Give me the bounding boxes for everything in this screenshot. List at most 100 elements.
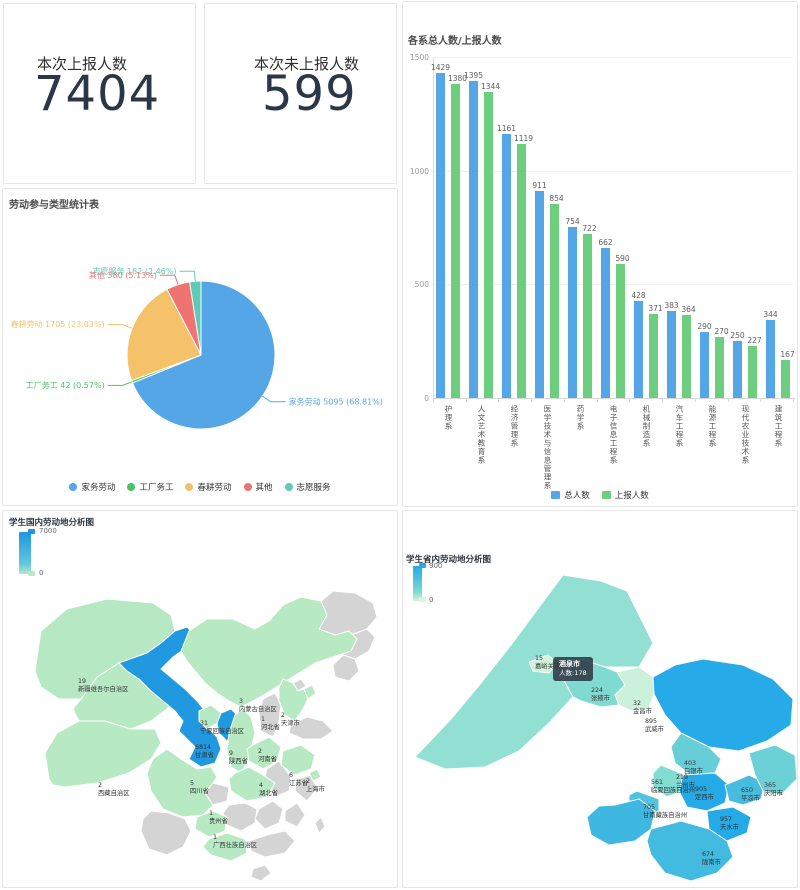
map-region-平凉市[interactable] [724,774,766,806]
gridline [433,170,793,172]
map-region-nodata[interactable] [254,800,284,830]
bar-total-建筑工程系[interactable] [766,319,775,398]
map-region-nodata[interactable] [288,716,334,740]
bar-value-label: 1395 [463,70,484,80]
pie-chart-panel: 劳动参与类型统计表 家务劳动 5095 (68.81%) 工厂务工 42 (0.5… [2,188,398,506]
map-region-nodata[interactable] [248,830,296,858]
legend-marker [601,491,611,499]
legend-item-其他[interactable]: 其他 [243,481,273,493]
x-axis-tick [433,398,434,402]
x-axis-category-label: 能源工程系 [708,405,717,448]
pie-slice-春耕劳动[interactable] [126,288,202,382]
bar-reported-汽车工程系[interactable] [682,315,691,398]
pie-label-line [107,381,133,386]
x-axis-category-label: 汽车工程系 [675,405,684,448]
map-region-nodata[interactable] [318,590,378,636]
x-axis-tick [465,398,467,402]
map-region-天津市[interactable] [303,684,317,700]
bar-reported-经济管理系[interactable] [517,143,526,398]
map-region-nodata[interactable] [332,654,360,682]
x-axis-category-label: 护理系 [444,405,453,431]
map-region-贵州省[interactable] [194,810,228,838]
bar-total-现代农业技术系[interactable] [733,341,742,398]
map-region-陇南市[interactable] [646,820,734,882]
map-region-广西壮族自治区[interactable] [202,832,248,862]
bar-reported-人文艺术教育系[interactable] [484,92,493,398]
map-region-河南省[interactable] [246,736,282,770]
map-region-上海市[interactable] [308,768,322,782]
visual-map-handle-max[interactable] [28,529,35,534]
bar-reported-现代农业技术系[interactable] [748,346,757,398]
bar-total-电子信息工程系[interactable] [601,247,610,398]
bar-reported-能源工程系[interactable] [715,336,724,398]
bar-total-药学系[interactable] [568,226,577,398]
pie-slice-家务劳动[interactable] [131,280,276,430]
gansu-map-panel: 学生省内劳动地分析图 900 0 15 嘉峪关市 224 张掖市 32 金昌市 895 武威市… [402,510,798,888]
bar-total-能源工程系[interactable] [700,332,709,398]
legend-label: 总人数 [564,491,590,501]
bar-total-医学技术与信息管理系[interactable] [535,190,544,398]
legend-item-志愿服务[interactable]: 志愿服务 [284,481,331,493]
legend-item-春耕劳动[interactable]: 春耕劳动 [185,481,232,493]
map-region-name-label: 白银市 [684,766,703,775]
legend-item-上报人数[interactable]: 上报人数 [601,489,649,501]
stat-card-unreported: 本次未上报人数 599 [204,3,397,184]
bar-reported-护理系[interactable] [451,84,460,398]
visual-map-handle-min[interactable] [28,571,35,576]
map-region-金昌市[interactable] [614,666,655,712]
map-region-定西市[interactable] [678,772,730,812]
map-region-value-label: 6814 [195,744,211,751]
map-region-value-label: 365 [764,782,776,789]
map-region-nodata[interactable] [222,802,258,832]
bar-total-汽车工程系[interactable] [667,310,676,398]
bar-total-人文艺术教育系[interactable] [469,80,478,398]
pie-slice-志愿服务[interactable] [189,280,202,356]
map-region-name-label: 内蒙古自治区 [239,704,277,713]
legend-item-工厂务工[interactable]: 工厂务工 [127,481,173,493]
bar-value-label: 227 [747,336,762,346]
bar-value-label: 590 [615,253,630,263]
map-region-庆阳市[interactable] [748,744,797,796]
bar-value-label: 1380 [447,74,468,84]
bar-value-label: 383 [664,300,679,310]
map-region-湖北省[interactable] [228,766,276,802]
bar-reported-药学系[interactable] [583,233,592,398]
map-region-nodata[interactable] [140,810,192,856]
map-region-甘南藏族自治州[interactable] [586,798,656,846]
map-region-value-label: 3 [239,698,243,705]
map-region-河北省[interactable] [278,678,309,722]
map-region-nodata[interactable] [314,816,326,834]
map-region-江苏省[interactable] [280,744,316,776]
gridline [433,284,793,286]
visual-map-handle-max[interactable] [419,563,426,568]
map-region-西藏自治区[interactable] [44,720,162,788]
map-region-酒泉市[interactable] [414,574,654,770]
bar-total-护理系[interactable] [436,73,445,398]
bar-reported-建筑工程系[interactable] [781,360,790,398]
bar-reported-医学技术与信息管理系[interactable] [550,203,559,398]
map-region-武威市[interactable] [652,658,794,752]
map-region-nodata[interactable] [294,774,318,802]
x-axis-tick [498,398,500,402]
map-region-name-label: 金昌市 [633,706,652,715]
legend-item-总人数[interactable]: 总人数 [551,489,590,501]
map-region-内蒙古自治区[interactable] [180,596,358,708]
map-region-nodata[interactable] [258,692,282,738]
stat-value-unreported: 599 [262,66,357,122]
bar-reported-电子信息工程系[interactable] [616,263,625,398]
map-region-name-label: 张掖市 [591,693,610,702]
map-region-name-label: 广西壮族自治区 [213,840,257,849]
bar-total-经济管理系[interactable] [502,134,511,398]
bar-total-机械制造系[interactable] [634,300,643,398]
legend-marker [243,483,252,491]
map-region-nodata[interactable] [284,802,306,828]
map-region-四川省[interactable] [146,748,218,818]
legend-item-家务劳动[interactable]: 家务劳动 [69,481,115,493]
bar-value-label: 364 [681,305,696,315]
map-region-宁夏回族自治区[interactable] [198,704,222,730]
x-axis-tick [727,398,729,402]
visual-map-handle-min[interactable] [419,597,426,602]
map-region-nodata[interactable] [250,864,272,882]
bar-reported-机械制造系[interactable] [649,313,658,398]
